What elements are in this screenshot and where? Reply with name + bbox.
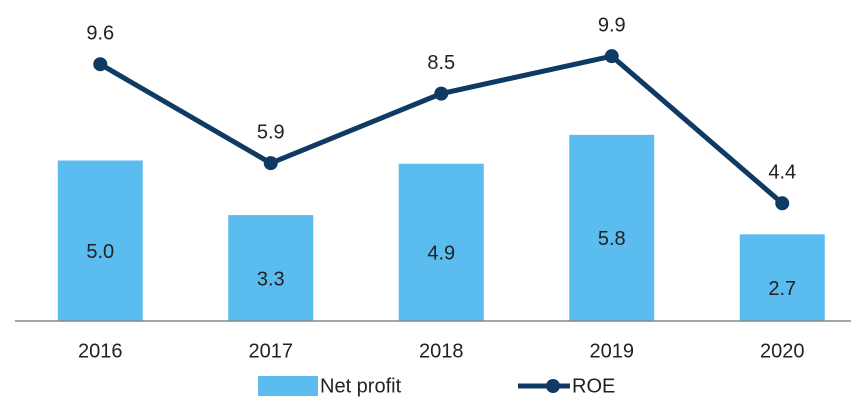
x-tick-label: 2016 [78, 340, 123, 362]
bar-value-label: 3.3 [257, 268, 285, 290]
legend-marker [546, 379, 560, 393]
bar [228, 215, 314, 321]
legend-swatch [258, 376, 318, 396]
line-marker [604, 49, 619, 64]
legend-label: Net profit [320, 375, 402, 397]
line-marker [263, 156, 278, 171]
x-tick-label: 2019 [590, 340, 635, 362]
line-value-label: 5.9 [257, 121, 285, 143]
line-value-label: 4.4 [768, 162, 796, 184]
line-marker [775, 196, 790, 211]
line-value-label: 8.5 [427, 52, 455, 74]
bar-value-label: 5.8 [598, 228, 626, 250]
line-marker [93, 57, 108, 72]
x-tick-label: 2018 [419, 340, 464, 362]
line-marker [434, 86, 449, 101]
bar-value-label: 4.9 [427, 243, 455, 265]
x-tick-label: 2020 [760, 340, 805, 362]
legend-label: ROE [572, 375, 615, 397]
bar [569, 134, 655, 321]
line-value-label: 9.9 [598, 14, 626, 36]
line-value-label: 9.6 [86, 22, 114, 44]
bar [398, 163, 484, 321]
bar [739, 234, 825, 321]
bar-value-label: 5.0 [86, 241, 114, 263]
bar-value-label: 2.7 [768, 278, 796, 300]
bar [57, 160, 143, 321]
x-tick-label: 2017 [249, 340, 294, 362]
